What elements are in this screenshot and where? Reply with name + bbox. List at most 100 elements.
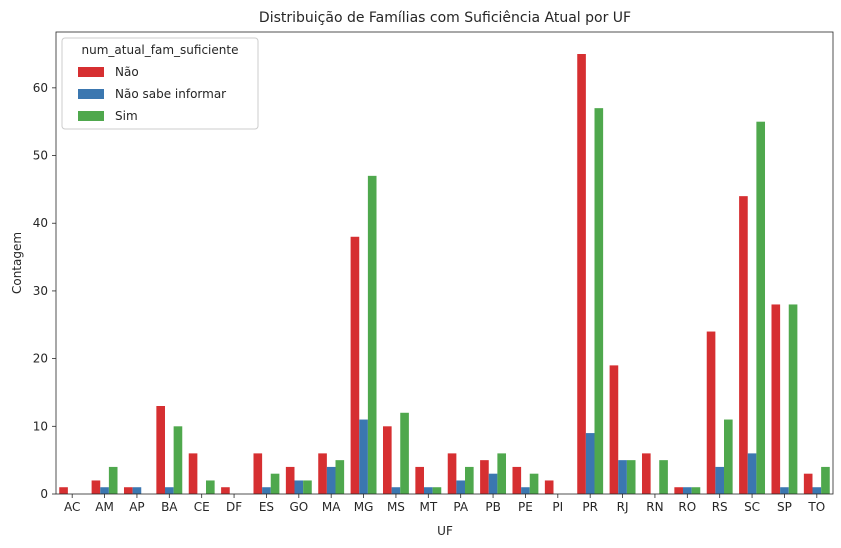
bar-pb-series-1 (480, 460, 489, 494)
bar-pb-series-2 (488, 473, 498, 494)
bar-rn-series-1 (641, 453, 651, 494)
bar-ms-series-1 (382, 426, 392, 494)
y-tick-label-0: 0 (40, 487, 48, 501)
x-tick-label-ba: BA (161, 500, 178, 514)
x-tick-label-to: TO (807, 500, 825, 514)
y-tick-label-20: 20 (33, 352, 48, 366)
x-tick-label-sc: SC (744, 500, 760, 514)
bar-ma-series-1 (318, 453, 327, 494)
bar-es-series-3 (270, 473, 280, 494)
bar-df-series-1 (221, 487, 230, 494)
bar-mg-series-2 (359, 419, 368, 494)
x-tick-label-es: ES (259, 500, 274, 514)
x-tick-label-ro: RO (678, 500, 696, 514)
x-tick-label-pi: PI (552, 500, 563, 514)
bar-sc-series-1 (739, 196, 748, 494)
legend-title: num_atual_fam_suficiente (82, 43, 239, 57)
bar-to-series-3 (821, 466, 830, 494)
bar-ms-series-2 (391, 487, 401, 494)
x-tick-label-pr: PR (582, 500, 598, 514)
bar-mt-series-3 (432, 487, 442, 494)
bar-rj-series-1 (609, 365, 619, 494)
bar-mg-series-3 (367, 175, 377, 494)
legend-box (61, 37, 259, 130)
x-tick-label-rj: RJ (617, 500, 629, 514)
x-tick-label-pe: PE (518, 500, 533, 514)
y-axis-label: Contagem (10, 232, 24, 294)
plot-frame (55, 31, 834, 495)
bar-sc-series-3 (756, 121, 766, 494)
legend-label-series-2: Não sabe informar (115, 87, 226, 101)
bar-sp-series-1 (771, 304, 781, 494)
bar-ro-series-3 (691, 487, 701, 494)
bar-go-series-3 (303, 480, 312, 494)
y-tick-label-50: 50 (33, 149, 48, 163)
bar-sp-series-3 (788, 304, 798, 494)
bar-ba-series-2 (165, 487, 174, 494)
x-tick-label-pb: PB (485, 500, 500, 514)
bar-am-series-3 (108, 466, 118, 494)
x-tick-label-mt: MT (419, 500, 437, 514)
bar-ap-series-1 (123, 487, 133, 494)
bar-ap-series-2 (132, 487, 142, 494)
bar-pa-series-3 (465, 466, 474, 494)
bar-am-series-2 (100, 487, 109, 494)
bar-ma-series-3 (335, 460, 345, 494)
bar-am-series-1 (91, 480, 101, 494)
legend-swatch-series-1 (78, 67, 104, 77)
bar-ma-series-2 (326, 466, 336, 494)
y-tick-label-60: 60 (33, 81, 48, 95)
bar-ro-series-1 (674, 487, 683, 494)
bar-go-series-1 (285, 466, 295, 494)
bar-ba-series-3 (173, 426, 183, 494)
y-tick-label-10: 10 (33, 419, 48, 433)
x-tick-label-rs: RS (712, 500, 728, 514)
legend-label-series-1: Não (115, 65, 139, 79)
x-tick-label-am: AM (95, 500, 114, 514)
bar-rj-series-3 (626, 460, 636, 494)
bar-pa-series-1 (447, 453, 457, 494)
legend-label-series-3: Sim (115, 109, 138, 123)
bar-pr-series-3 (594, 108, 604, 495)
bar-go-series-2 (294, 480, 304, 494)
bar-pa-series-2 (456, 480, 465, 494)
bar-sp-series-2 (780, 487, 789, 494)
bar-pr-series-1 (577, 54, 586, 494)
bar-pi-series-1 (544, 480, 554, 494)
x-tick-label-df: DF (226, 500, 242, 514)
bar-ac-series-1 (59, 487, 68, 494)
plot-area (59, 54, 830, 495)
bar-pb-series-3 (497, 453, 507, 494)
legend: num_atual_fam_suficiente Não Não sabe inf… (61, 37, 259, 130)
bar-ce-series-1 (188, 453, 198, 494)
bar-mt-series-2 (424, 487, 433, 494)
bar-rs-series-2 (715, 466, 724, 494)
x-tick-label-ac: AC (64, 500, 80, 514)
bar-ro-series-2 (683, 487, 692, 494)
bar-rs-series-3 (724, 419, 733, 494)
bar-to-series-2 (812, 487, 822, 494)
x-tick-label-rn: RN (646, 500, 663, 514)
bar-mt-series-1 (415, 466, 424, 494)
x-tick-label-mg: MG (354, 500, 374, 514)
bar-rn-series-3 (659, 460, 668, 494)
x-tick-label-sp: SP (777, 500, 792, 514)
x-tick-label-go: GO (289, 500, 308, 514)
bar-ms-series-3 (400, 412, 409, 494)
legend-swatch-series-2 (78, 89, 104, 99)
legend-swatch-series-3 (78, 111, 104, 121)
x-tick-label-ce: CE (194, 500, 210, 514)
chart-title: Distribuição de Famílias com Suficiência… (259, 10, 631, 26)
bar-pr-series-2 (585, 433, 595, 494)
bar-ce-series-3 (206, 480, 215, 494)
bar-pe-series-2 (521, 487, 530, 494)
bar-es-series-2 (262, 487, 271, 494)
x-axis-label: UF (437, 524, 453, 538)
bar-pe-series-1 (512, 466, 522, 494)
bar-rs-series-1 (706, 331, 716, 494)
bar-mg-series-1 (350, 236, 360, 494)
y-tick-label-30: 30 (33, 284, 48, 298)
bar-pe-series-3 (529, 473, 539, 494)
y-tick-label-40: 40 (33, 216, 48, 230)
bar-rj-series-2 (618, 460, 627, 494)
